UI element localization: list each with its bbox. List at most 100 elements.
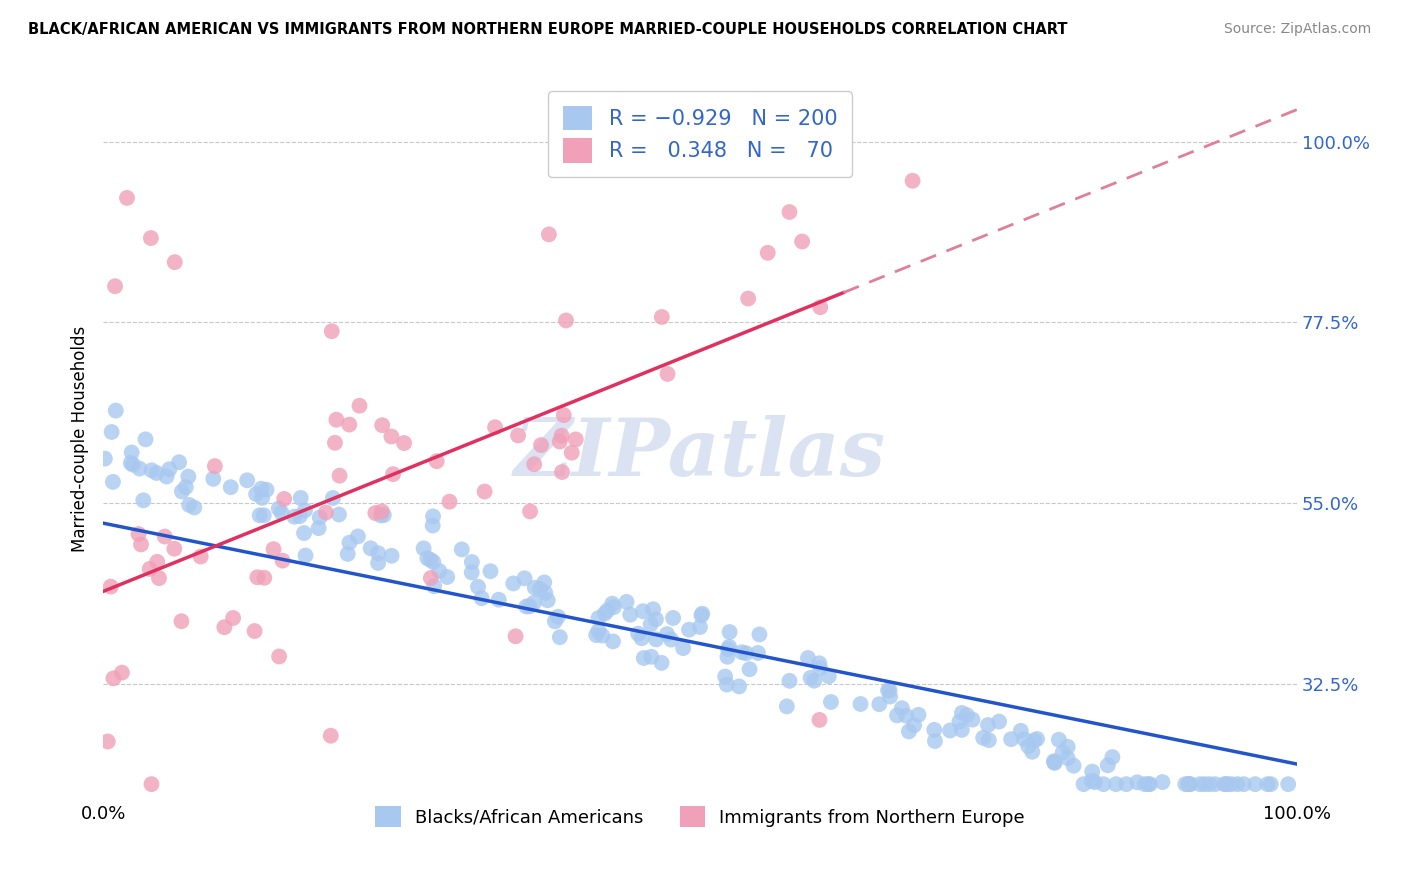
- Point: [214, 620, 236, 634]
- Point: [640, 649, 662, 664]
- Point: [170, 614, 193, 628]
- Point: [631, 604, 654, 618]
- Point: [177, 469, 200, 483]
- Point: [104, 279, 127, 293]
- Point: [1277, 777, 1299, 791]
- Point: [1043, 756, 1066, 770]
- Point: [502, 576, 524, 591]
- Point: [530, 438, 553, 452]
- Point: [879, 683, 901, 698]
- Point: [367, 546, 389, 560]
- Point: [505, 629, 527, 643]
- Point: [588, 624, 610, 638]
- Point: [728, 680, 751, 694]
- Point: [347, 529, 370, 543]
- Point: [392, 436, 415, 450]
- Point: [250, 491, 273, 505]
- Point: [115, 191, 138, 205]
- Point: [547, 609, 569, 624]
- Point: [1105, 777, 1128, 791]
- Point: [544, 615, 567, 629]
- Point: [619, 607, 641, 622]
- Point: [548, 630, 571, 644]
- Point: [1073, 777, 1095, 791]
- Point: [135, 433, 157, 447]
- Point: [678, 623, 700, 637]
- Point: [474, 484, 496, 499]
- Point: [471, 591, 494, 606]
- Point: [651, 656, 673, 670]
- Point: [790, 235, 813, 249]
- Point: [849, 697, 872, 711]
- Point: [339, 535, 361, 549]
- Point: [800, 671, 823, 685]
- Point: [328, 508, 350, 522]
- Point: [101, 475, 124, 489]
- Point: [1137, 777, 1160, 791]
- Point: [808, 657, 831, 671]
- Point: [371, 418, 394, 433]
- Point: [776, 699, 799, 714]
- Point: [461, 555, 484, 569]
- Point: [153, 530, 176, 544]
- Point: [962, 713, 984, 727]
- Point: [716, 649, 738, 664]
- Point: [1180, 777, 1202, 791]
- Point: [380, 429, 402, 443]
- Point: [690, 607, 713, 621]
- Legend: Blacks/African Americans, Immigrants from Northern Europe: Blacks/African Americans, Immigrants fro…: [368, 799, 1032, 835]
- Point: [950, 723, 973, 737]
- Point: [422, 555, 444, 569]
- Point: [322, 491, 344, 505]
- Point: [427, 564, 450, 578]
- Point: [756, 245, 779, 260]
- Point: [797, 651, 820, 665]
- Y-axis label: Married-couple Households: Married-couple Households: [72, 326, 89, 552]
- Point: [1052, 746, 1074, 760]
- Point: [513, 571, 536, 585]
- Point: [879, 690, 901, 704]
- Point: [328, 468, 350, 483]
- Point: [548, 434, 571, 449]
- Text: Source: ZipAtlas.com: Source: ZipAtlas.com: [1223, 22, 1371, 37]
- Point: [735, 646, 758, 660]
- Point: [506, 428, 529, 442]
- Point: [977, 733, 1000, 747]
- Point: [157, 462, 180, 476]
- Point: [956, 708, 979, 723]
- Point: [593, 607, 616, 621]
- Point: [1177, 777, 1199, 791]
- Point: [1204, 777, 1226, 791]
- Point: [988, 714, 1011, 729]
- Point: [1220, 777, 1243, 791]
- Point: [877, 683, 900, 698]
- Point: [1097, 758, 1119, 772]
- Point: [267, 501, 290, 516]
- Point: [672, 641, 695, 656]
- Point: [174, 480, 197, 494]
- Point: [907, 707, 929, 722]
- Point: [1010, 723, 1032, 738]
- Point: [138, 562, 160, 576]
- Point: [292, 526, 315, 541]
- Point: [120, 456, 142, 470]
- Point: [690, 608, 713, 623]
- Point: [627, 626, 650, 640]
- Point: [1177, 777, 1199, 791]
- Point: [256, 483, 278, 497]
- Point: [121, 458, 143, 472]
- Point: [645, 612, 668, 626]
- Point: [484, 420, 506, 434]
- Point: [641, 602, 664, 616]
- Point: [523, 581, 546, 595]
- Point: [129, 537, 152, 551]
- Point: [290, 491, 312, 505]
- Point: [323, 435, 346, 450]
- Point: [308, 510, 330, 524]
- Point: [1188, 777, 1211, 791]
- Point: [561, 446, 583, 460]
- Point: [808, 661, 831, 675]
- Point: [141, 777, 163, 791]
- Point: [803, 673, 825, 688]
- Point: [537, 227, 560, 242]
